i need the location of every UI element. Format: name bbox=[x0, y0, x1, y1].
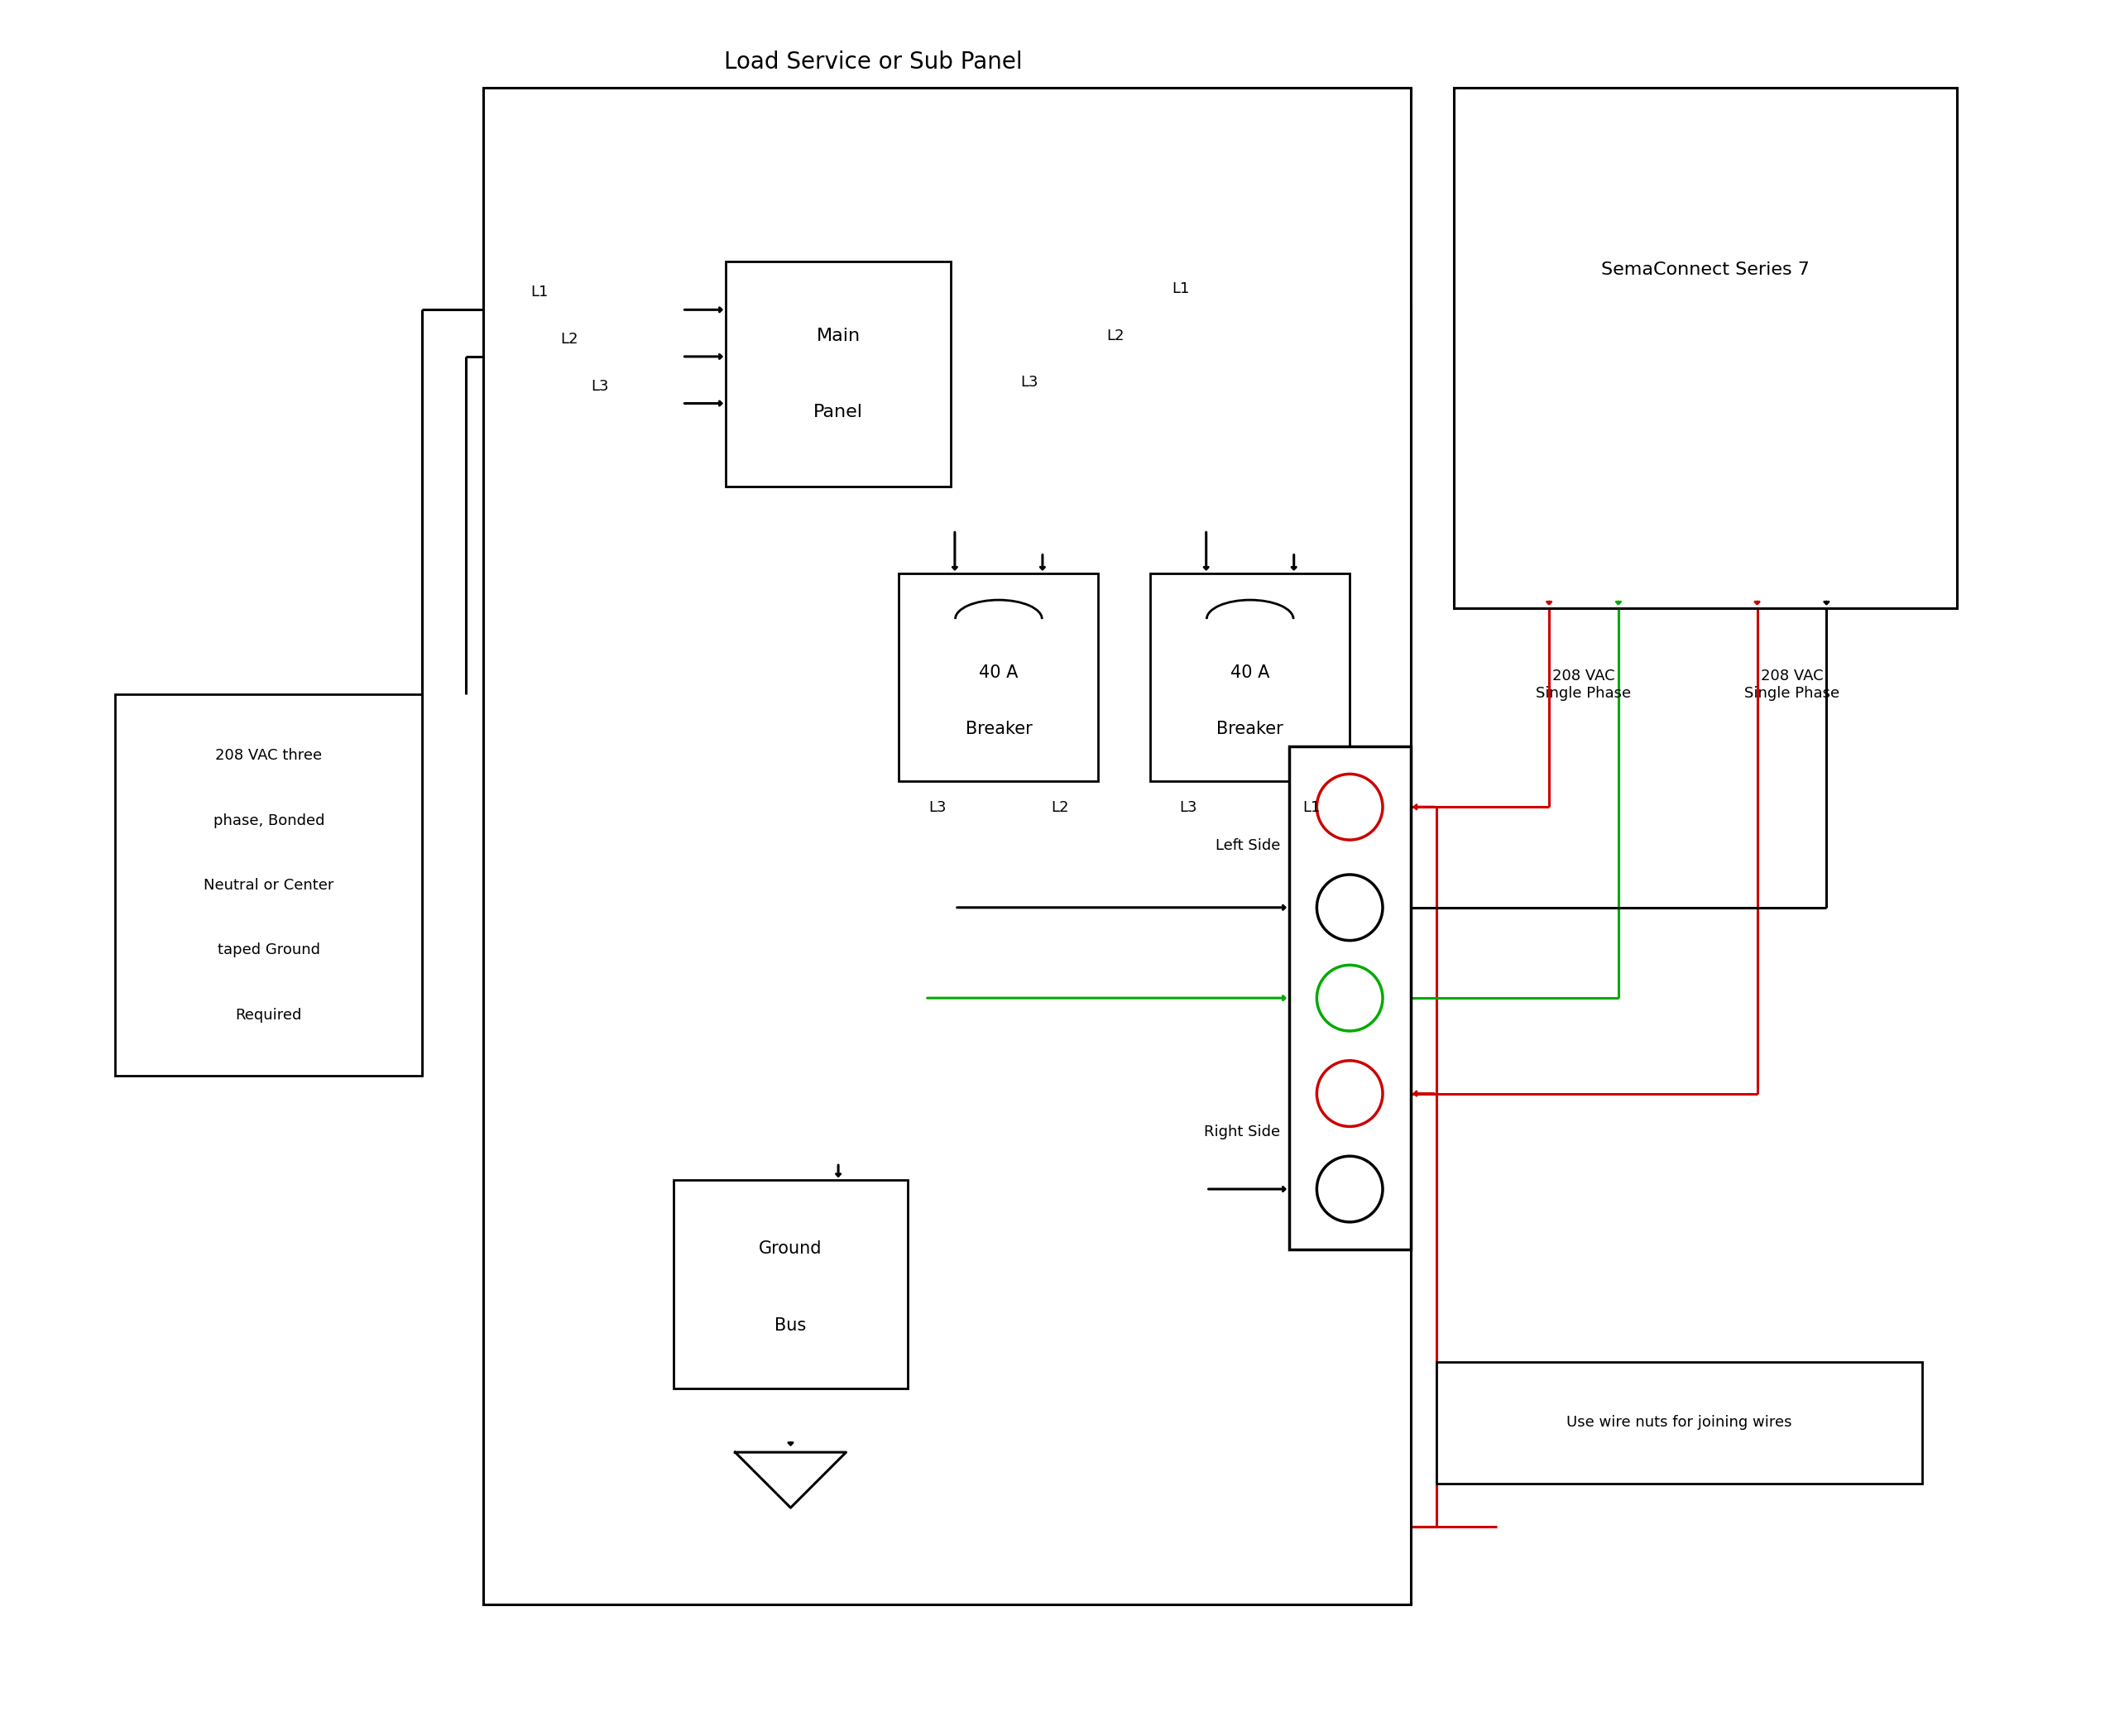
Text: L2: L2 bbox=[1051, 800, 1070, 814]
Text: L1: L1 bbox=[530, 285, 549, 300]
Bar bbox=[899, 573, 1099, 781]
Text: 208 VAC
Single Phase: 208 VAC Single Phase bbox=[1536, 668, 1631, 701]
Text: Required: Required bbox=[236, 1007, 302, 1023]
Text: L2: L2 bbox=[1108, 328, 1125, 344]
Text: Ground: Ground bbox=[760, 1241, 823, 1257]
Text: L1: L1 bbox=[1302, 800, 1321, 814]
Text: L2: L2 bbox=[561, 332, 578, 347]
Text: phase, Bonded: phase, Bonded bbox=[213, 812, 325, 828]
Text: L3: L3 bbox=[1179, 800, 1198, 814]
Text: Main: Main bbox=[817, 328, 861, 344]
Text: Neutral or Center: Neutral or Center bbox=[205, 878, 333, 892]
Bar bbox=[1289, 746, 1409, 1250]
Bar bbox=[1437, 1363, 1922, 1484]
Text: Load Service or Sub Panel: Load Service or Sub Panel bbox=[724, 50, 1021, 73]
Text: L3: L3 bbox=[1019, 375, 1038, 391]
Text: Right Side: Right Side bbox=[1205, 1125, 1281, 1139]
Text: L3: L3 bbox=[928, 800, 945, 814]
Text: Bus: Bus bbox=[774, 1318, 806, 1333]
Text: SemaConnect Series 7: SemaConnect Series 7 bbox=[1601, 262, 1810, 278]
Text: Breaker: Breaker bbox=[964, 720, 1032, 738]
Text: 40 A: 40 A bbox=[979, 665, 1019, 682]
Text: Breaker: Breaker bbox=[1217, 720, 1283, 738]
Text: 208 VAC
Single Phase: 208 VAC Single Phase bbox=[1745, 668, 1840, 701]
Bar bbox=[116, 694, 422, 1076]
Text: Left Side: Left Side bbox=[1215, 838, 1281, 852]
Bar bbox=[726, 260, 952, 486]
Bar bbox=[673, 1180, 907, 1389]
Text: Use wire nuts for joining wires: Use wire nuts for joining wires bbox=[1566, 1415, 1791, 1430]
Text: Panel: Panel bbox=[814, 404, 863, 420]
Text: taped Ground: taped Ground bbox=[217, 943, 321, 958]
Bar bbox=[1454, 89, 1956, 608]
Text: 208 VAC three: 208 VAC three bbox=[215, 748, 323, 764]
Bar bbox=[1150, 573, 1350, 781]
Text: L1: L1 bbox=[1171, 281, 1190, 297]
Bar bbox=[483, 89, 1409, 1604]
Text: L3: L3 bbox=[591, 378, 608, 394]
Text: 40 A: 40 A bbox=[1230, 665, 1270, 682]
